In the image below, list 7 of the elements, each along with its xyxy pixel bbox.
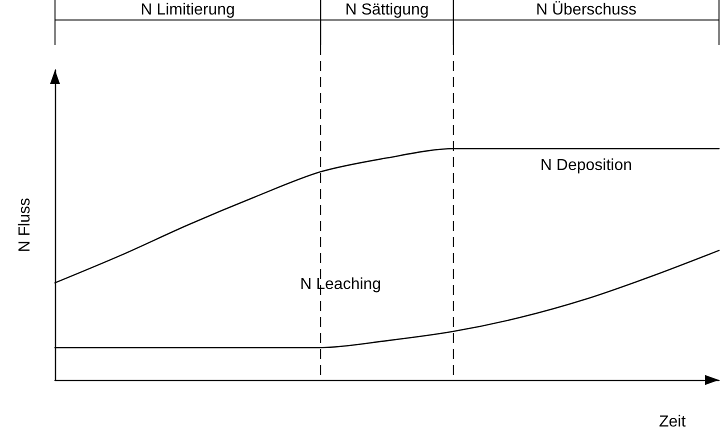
- text: N Überschuss: [536, 0, 636, 18]
- x-axis-title: Zeit: [659, 414, 686, 430]
- text: N Limitierung: [140, 2, 235, 18]
- series-label: N Deposition: [540, 157, 632, 174]
- text: N Sättigung: [345, 2, 429, 18]
- y-axis-title: N Fluss: [16, 198, 34, 252]
- text: N Leaching: [300, 276, 382, 294]
